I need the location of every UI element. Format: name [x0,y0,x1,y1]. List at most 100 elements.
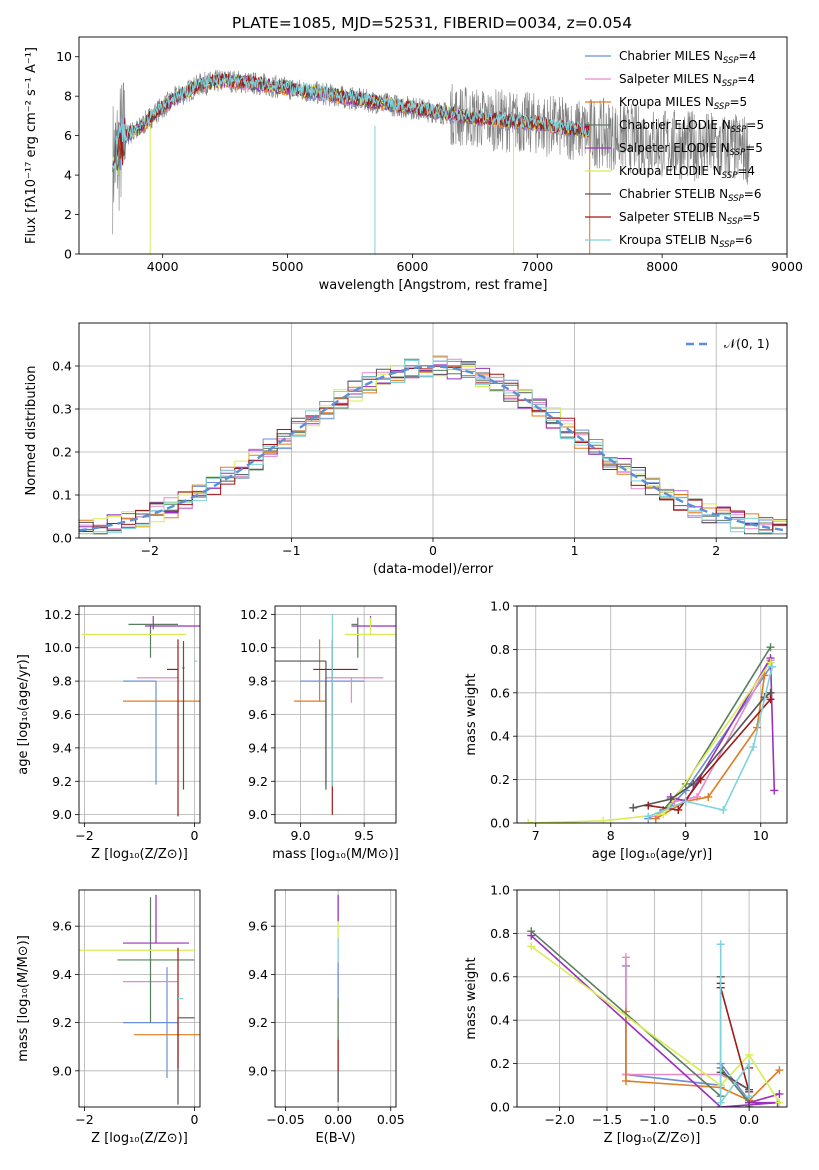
y-tick-label: 10.2 [44,607,72,622]
errorbar-point-6 [275,660,327,790]
y-tick-label: 10 [56,49,72,64]
y-axis-label: mass weight [464,957,479,1039]
y-tick-label: 0.1 [52,488,72,503]
y-tick-label: 0.6 [490,969,510,984]
weight-marker [621,1076,630,1085]
x-axis-label: Z [log₁₀(Z/Z⊙)] [91,847,188,862]
y-tick-label: 9.8 [248,674,268,689]
weight-marker [775,1066,784,1075]
weight-marker [644,812,653,821]
y-tick-label: 0.8 [490,926,510,941]
legend-entry: Salpeter MILES NSSP=4 [619,72,755,89]
errorbar-point-2 [294,639,326,702]
weight-marker [766,658,775,667]
weight-marker [749,743,758,752]
x-tick-label: −0.5 [687,1112,717,1127]
y-tick-label: 0.2 [490,1056,510,1071]
x-axis-label: mass [log₁₀(M/M⊙)] [272,847,399,862]
y-tick-label: 10.0 [240,640,268,655]
weight-marker [745,1059,754,1068]
y-axis-label: mass weight [464,673,479,755]
y-tick-label: 1.0 [490,599,510,614]
weight-marker [651,814,660,823]
axes-mass_weight_vs_z: −2.0 −1.5 −1.0 −0.5 0.0 0.0 0.2 0.4 0.6 0.8 1.0 Z [… [464,883,788,1146]
y-tick-label: 10.0 [44,640,72,655]
axes-frame [516,605,788,824]
x-tick-label: 8 [607,828,615,843]
legend-entry: Kroupa MILES NSSP=5 [619,95,747,112]
x-tick-label: 0 [429,543,437,558]
weight-marker [768,662,776,671]
weight-series-3 [530,930,750,1104]
plot-area [275,614,396,815]
weight-marker [775,1098,784,1107]
y-tick-label: 9.2 [248,1015,268,1030]
weight-series-4 [670,655,776,803]
errorbar-point-5 [345,617,396,635]
weight-marker [704,792,713,801]
x-tick-label: 0.05 [377,1112,405,1127]
y-tick-label: 0.3 [52,402,72,417]
y-tick-label: 0.8 [490,642,510,657]
weight-marker [716,1098,725,1107]
weight-marker [696,775,705,784]
y-tick-label: 0.0 [490,1100,510,1115]
weight-marker [770,786,779,795]
x-axis-label: age [log₁₀(age/yr)] [592,847,713,862]
errorbar-point-6 [182,641,185,790]
plot-area [79,355,787,538]
axes-frame [78,889,201,1108]
axes-mass_vs_z: −2 0 9.0 9.2 9.4 9.6 Z [log₁₀(Z/Z⊙)] mass [log₁… [16,889,201,1146]
y-tick-label: 9.6 [52,919,72,934]
weight-series-6 [633,692,771,809]
y-tick-label: 2 [64,207,72,222]
axes-mass_vs_ebv: −0.05 0.00 0.05 9.0 9.2 9.4 9.6 E(B-V) [248,889,405,1146]
model-spectrum-8 [112,74,590,182]
x-tick-label: −0.05 [266,1112,304,1127]
y-tick-label: 9.6 [52,707,72,722]
x-tick-label: 7000 [521,259,553,274]
y-tick-label: 9.0 [248,807,268,822]
legend-entry: Salpeter ELODIE NSSP=5 [619,141,763,158]
errorbar-point-1 [325,677,384,703]
legend-entry: Chabrier MILES NSSP=4 [619,49,756,66]
x-tick-label: −2 [75,1112,93,1127]
weight-marker [745,1103,754,1107]
weight-marker [621,953,630,962]
axes-age_vs_z: −2 0 9.0 9.2 9.4 9.6 9.8 10.0 10.2 Z [log₁₀(Z/Z⊙)… [16,605,201,862]
weight-marker [689,779,698,788]
x-tick-label: 0.0 [739,1112,759,1127]
model-spectrum-6 [112,73,590,171]
plot-area [79,894,200,1105]
y-tick-label: 9.4 [52,740,72,755]
legend-entry: Kroupa ELODIE NSSP=4 [619,164,755,181]
y-tick-label: 0.0 [52,531,72,546]
x-tick-label: −2 [75,828,93,843]
y-tick-label: 9.4 [248,967,268,982]
y-tick-label: 9.2 [52,1015,72,1030]
axes-residuals: −2 −1 0 1 2 0.0 0.1 0.2 0.3 0.4 (data-model)/error… [24,322,788,577]
y-tick-label: 9.0 [52,1063,72,1078]
errorbar-point-7 [167,639,179,817]
y-tick-label: 0.4 [490,729,510,744]
y-tick-label: 0 [64,247,72,262]
weight-series-5 [528,661,772,823]
weight-series-5 [530,945,781,1104]
weight-marker [666,795,675,804]
y-tick-label: 9.0 [52,807,72,822]
y-tick-label: 9.6 [248,919,268,934]
weight-marker [524,819,533,823]
y-tick-label: 0.6 [490,685,510,700]
legend: Chabrier MILES NSSP=4 Salpeter MILES NSSP… [585,49,764,250]
y-axis-label: mass [log₁₀(M/M⊙)] [16,935,31,1062]
y-tick-label: 0.4 [490,1013,510,1028]
x-tick-label: −2 [141,543,159,558]
axes-age_vs_mass: 9.0 9.5 9.0 9.2 9.4 9.6 9.8 10.0 10.2 mass [log₁₀… [240,605,399,862]
y-tick-label: 0.2 [52,445,72,460]
y-tick-label: 0.0 [490,816,510,831]
y-tick-label: 9.0 [248,1063,268,1078]
x-axis-label: Z [log₁₀(Z/Z⊙)] [91,1131,188,1146]
y-tick-label: 1.0 [490,883,510,898]
x-tick-label: −1.5 [592,1112,622,1127]
weight-marker [629,803,638,812]
